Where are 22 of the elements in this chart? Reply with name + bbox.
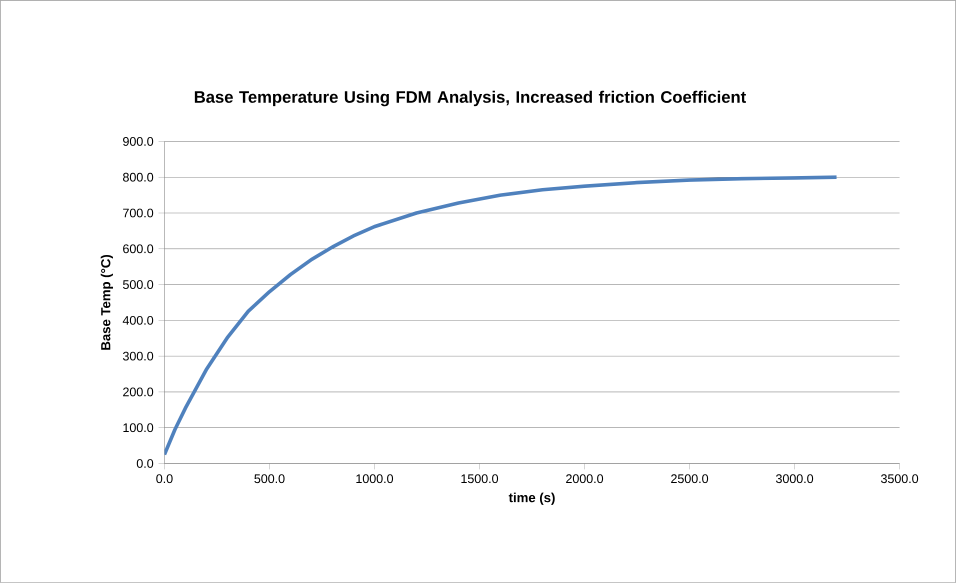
y-tick-label: 500.0 <box>122 280 154 290</box>
x-tick-label: 0.0 <box>156 474 173 484</box>
y-tick-label: 0.0 <box>136 459 154 468</box>
x-tick-label: 500.0 <box>254 474 285 484</box>
x-tick-label: 3000.0 <box>776 474 814 484</box>
x-tick-label: 1000.0 <box>356 474 394 484</box>
y-tick-label: 300.0 <box>122 352 154 361</box>
y-tick-label: 800.0 <box>123 172 154 182</box>
y-tick-label: 900.0 <box>123 137 154 146</box>
x-tick-label: 3500.0 <box>881 474 918 484</box>
x-tick-label: 2000.0 <box>566 474 604 484</box>
y-tick-label: 100.0 <box>123 423 154 432</box>
y-tick-label: 600.0 <box>123 244 154 254</box>
x-axis-title: time (s) <box>508 492 555 505</box>
x-tick-label: 1500.0 <box>461 474 498 484</box>
x-tick-label: 2500.0 <box>671 474 708 484</box>
line-series <box>164 175 838 456</box>
y-axis-title: Base Temp (°C) <box>100 254 113 350</box>
y-tick-label: 700.0 <box>123 208 154 218</box>
y-tick-label: 400.0 <box>122 316 154 325</box>
chart-title: Base Temperature Using FDM Analysis, Increased friction Coefficient <box>194 90 746 106</box>
y-tick-label: 200.0 <box>123 388 154 396</box>
